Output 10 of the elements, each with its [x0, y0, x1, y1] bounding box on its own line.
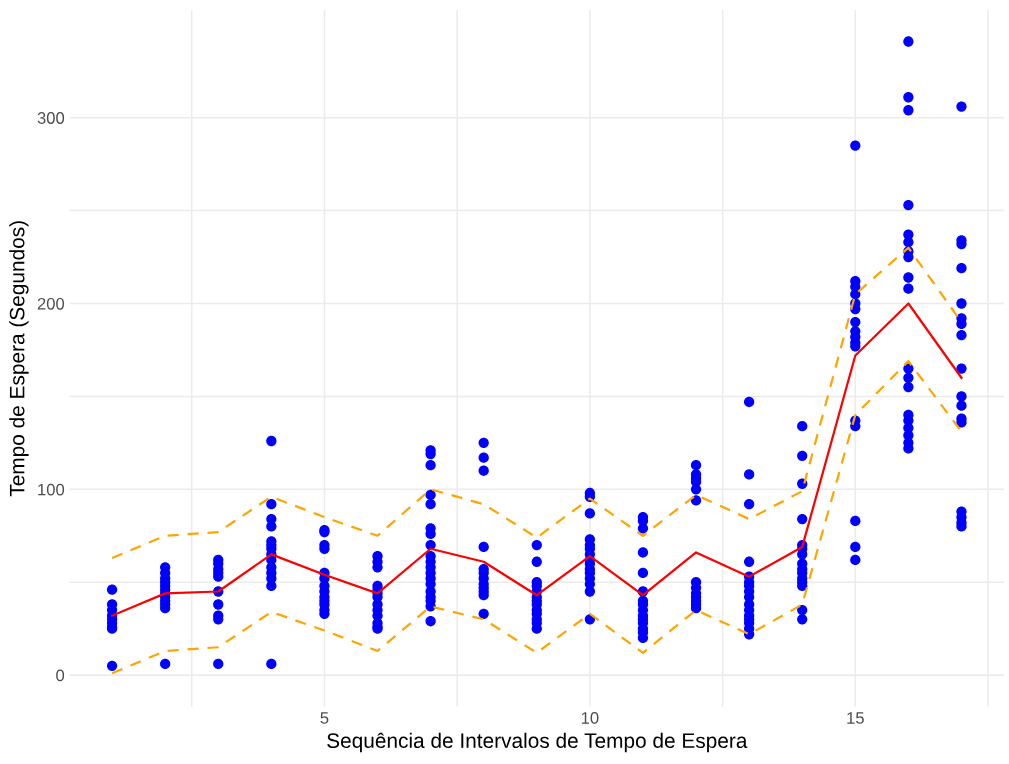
y-tick-label: 0 [56, 669, 65, 682]
x-tick-label: 5 [320, 712, 329, 724]
x-axis-title: Sequência de Intervalos de Tempo de Espera [327, 732, 748, 753]
y-tick-label: 200 [37, 297, 65, 310]
line-series [110, 359, 963, 675]
y-tick-label: 100 [38, 483, 65, 496]
y-tick-label: 300 [37, 112, 65, 124]
x-tick-label: 15 [847, 712, 864, 724]
y-axis-title: Tempo de Espera (Segundos) [9, 221, 29, 497]
x-tick-label: 10 [581, 712, 599, 724]
